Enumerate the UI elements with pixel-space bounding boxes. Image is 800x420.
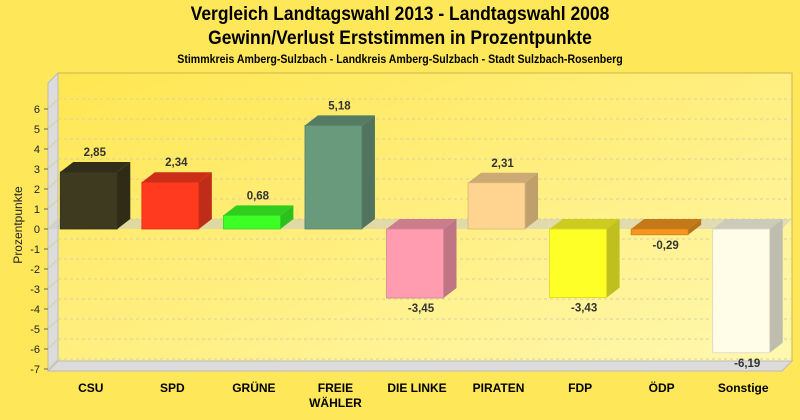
y-axis-label: Prozentpunkte xyxy=(11,186,25,264)
y-tick-label: 5 xyxy=(34,124,40,136)
gridline-side xyxy=(47,158,59,170)
bar-7 xyxy=(630,219,702,236)
bar-front xyxy=(467,182,526,230)
bar-2 xyxy=(222,205,294,230)
category-label-line: DIE LINKE xyxy=(387,381,446,395)
category-label-line: SPD xyxy=(160,381,185,395)
bar-top xyxy=(141,172,212,183)
y-tick-label: 6 xyxy=(34,104,40,116)
gridline-side xyxy=(47,118,59,130)
category-label-line: PIRATEN xyxy=(473,381,525,395)
y-tick-label: 3 xyxy=(34,164,40,176)
y-tick-label: -4 xyxy=(30,304,40,316)
bar-top xyxy=(712,219,783,229)
gridline-side xyxy=(47,338,59,350)
y-tick-label: -3 xyxy=(30,284,40,296)
bar-front xyxy=(386,228,444,299)
bar-5 xyxy=(467,172,539,230)
category-label: GRÜNE xyxy=(232,380,275,395)
category-label: CSU xyxy=(78,381,103,395)
bar-8 xyxy=(712,219,783,354)
bar-top xyxy=(223,205,294,216)
y-tick-label: -1 xyxy=(30,244,40,256)
category-label-line: Sonstige xyxy=(718,381,769,395)
plot-floor xyxy=(46,360,794,372)
value-label: 5,18 xyxy=(328,100,351,112)
bar-side xyxy=(769,219,783,353)
bar-side xyxy=(688,219,702,235)
chart-title: Vergleich Landtagswahl 2013 - Landtagswa… xyxy=(190,4,610,25)
bar-side xyxy=(443,219,457,298)
category-label-line: FREIE xyxy=(318,381,353,395)
bar-front xyxy=(630,228,689,236)
y-tick-label: -7 xyxy=(30,364,40,376)
y-tick-label: 0 xyxy=(34,224,40,236)
bar-top xyxy=(386,219,457,229)
category-label: PIRATEN xyxy=(473,381,525,395)
category-label-line: FDP xyxy=(568,381,592,395)
bar-side xyxy=(198,172,212,229)
gridline-side xyxy=(47,298,59,310)
gridline-side xyxy=(47,98,59,110)
bar-top xyxy=(60,162,131,172)
value-label: -6,19 xyxy=(734,358,760,370)
bar-top xyxy=(549,219,620,229)
category-label: SPD xyxy=(160,381,185,395)
value-label: 2,85 xyxy=(84,147,107,159)
bar-front xyxy=(549,228,608,298)
value-label: -3,43 xyxy=(571,303,597,315)
bar-front xyxy=(712,228,771,354)
value-label: 2,34 xyxy=(165,157,188,169)
bar-3 xyxy=(304,115,375,230)
bar-0 xyxy=(59,162,131,230)
gridline-side xyxy=(47,318,59,330)
value-label: -0,29 xyxy=(653,240,679,252)
value-label: -3,45 xyxy=(408,303,435,315)
category-label: FDP xyxy=(568,381,592,395)
y-tick-label: 1 xyxy=(34,204,40,216)
bar-top xyxy=(468,172,539,183)
y-tick-label: -5 xyxy=(30,324,40,336)
chart-subtitle: Gewinn/Verlust Erststimmen in Prozentpun… xyxy=(208,28,592,49)
bar-1 xyxy=(141,172,212,230)
bar-top xyxy=(631,219,702,229)
gridline-side xyxy=(47,178,59,190)
bar-4 xyxy=(386,219,457,299)
value-label: 2,31 xyxy=(491,158,514,170)
gridline-side xyxy=(47,138,59,150)
bar-side xyxy=(361,115,375,229)
chart-subtitle-region: Stimmkreis Amberg-Sulzbach - Landkreis A… xyxy=(177,54,623,66)
gridline-side xyxy=(47,198,59,210)
bar-side xyxy=(117,162,131,229)
bar-side xyxy=(280,205,294,229)
category-label: DIE LINKE xyxy=(387,381,446,395)
gridline-side xyxy=(47,278,59,290)
bar-6 xyxy=(549,219,620,298)
y-tick-label: -6 xyxy=(30,344,40,356)
gridline-side xyxy=(47,358,59,370)
bar-front xyxy=(222,214,281,230)
bar-top xyxy=(304,115,375,126)
category-label: FREIE WÄHLER xyxy=(309,381,362,410)
category-label-line: CSU xyxy=(78,381,103,395)
category-label-line: WÄHLER xyxy=(309,395,362,410)
category-label-line: ÖDP xyxy=(649,380,675,395)
bar-front xyxy=(304,125,363,230)
bar-front xyxy=(59,171,118,230)
bar-side xyxy=(606,219,620,298)
y-tick-label: 4 xyxy=(34,144,40,156)
gridline-side xyxy=(47,258,59,270)
category-label: Sonstige xyxy=(718,381,769,395)
category-label: ÖDP xyxy=(649,380,675,395)
gridline-side xyxy=(47,238,59,250)
y-tick-label: -2 xyxy=(30,264,40,276)
bar-front xyxy=(141,181,200,230)
value-label: 0,68 xyxy=(247,190,270,202)
y-tick-label: 2 xyxy=(34,184,40,196)
category-label-line: GRÜNE xyxy=(232,380,275,395)
bar-side xyxy=(525,172,539,229)
